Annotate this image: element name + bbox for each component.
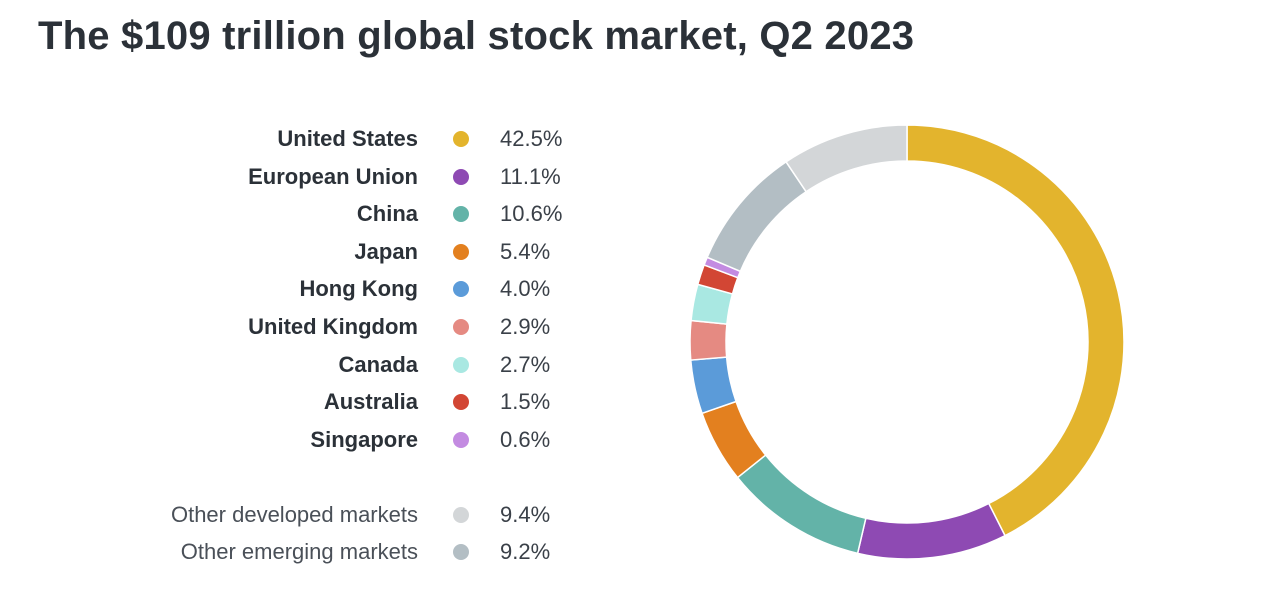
legend-swatch <box>453 168 469 185</box>
legend-label: Japan <box>354 238 418 264</box>
chart-title: The $109 trillion global stock market, Q… <box>38 14 915 58</box>
legend-label: Other emerging markets <box>180 539 418 564</box>
legend-value: 1.5% <box>500 389 551 415</box>
legend-item: Other developed markets 9.4% <box>0 500 640 530</box>
legend-label: European Union <box>248 163 418 189</box>
legend-swatch <box>453 243 469 260</box>
legend-item: Australia 1.5% <box>0 387 640 417</box>
legend-swatch <box>453 319 469 335</box>
legend-item: Canada 2.7% <box>0 350 640 380</box>
legend-swatch <box>453 281 469 298</box>
legend-item: Singapore 0.6% <box>0 425 640 455</box>
legend-swatch <box>453 394 469 411</box>
legend-value: 9.4% <box>500 502 551 527</box>
donut-slice-united-states <box>906 124 1125 537</box>
legend-label: Other developed markets <box>170 502 418 527</box>
legend-label: United States <box>277 126 418 151</box>
legend-value: 10.6% <box>500 201 563 227</box>
legend-swatch <box>453 544 469 560</box>
legend-label: United Kingdom <box>248 314 418 339</box>
legend-label: Singapore <box>310 426 418 452</box>
legend-label: China <box>356 201 418 227</box>
donut-slice-european-union <box>856 502 1007 560</box>
legend-value: 5.4% <box>500 238 551 264</box>
donut-slice-other-developed-markets <box>785 124 908 193</box>
legend-value: 2.7% <box>500 351 551 377</box>
legend-label: Hong Kong <box>299 276 418 302</box>
donut-slice-united-kingdom <box>689 319 728 361</box>
legend-item: United Kingdom 2.9% <box>0 312 640 342</box>
donut-svg <box>689 124 1125 560</box>
legend-item: Hong Kong 4.0% <box>0 274 640 304</box>
legend: United States 42.5% European Union 11.1% Chi… <box>0 124 640 567</box>
legend-item: Other emerging markets 9.2% <box>0 537 640 567</box>
donut-slice-china <box>736 453 867 555</box>
legend-value: 9.2% <box>500 539 551 564</box>
legend-value: 4.0% <box>500 276 551 302</box>
legend-item: Japan 5.4% <box>0 237 640 267</box>
legend-label: Canada <box>338 351 418 377</box>
legend-item: China 10.6% <box>0 199 640 229</box>
legend-value: 0.6% <box>500 426 551 452</box>
legend-value: 42.5% <box>500 126 563 151</box>
legend-swatch <box>453 131 469 147</box>
donut-chart <box>680 115 1134 569</box>
legend-item: United States 42.5% <box>0 124 640 154</box>
legend-value: 11.1% <box>500 163 561 189</box>
legend-swatch <box>453 507 469 523</box>
legend-value: 2.9% <box>500 314 551 339</box>
legend-swatch <box>453 431 469 448</box>
donut-slice-other-emerging-markets <box>706 160 808 273</box>
legend-item: European Union 11.1% <box>0 162 640 192</box>
legend-swatch <box>453 206 469 223</box>
legend-swatch <box>453 356 469 373</box>
legend-label: Australia <box>323 389 418 415</box>
